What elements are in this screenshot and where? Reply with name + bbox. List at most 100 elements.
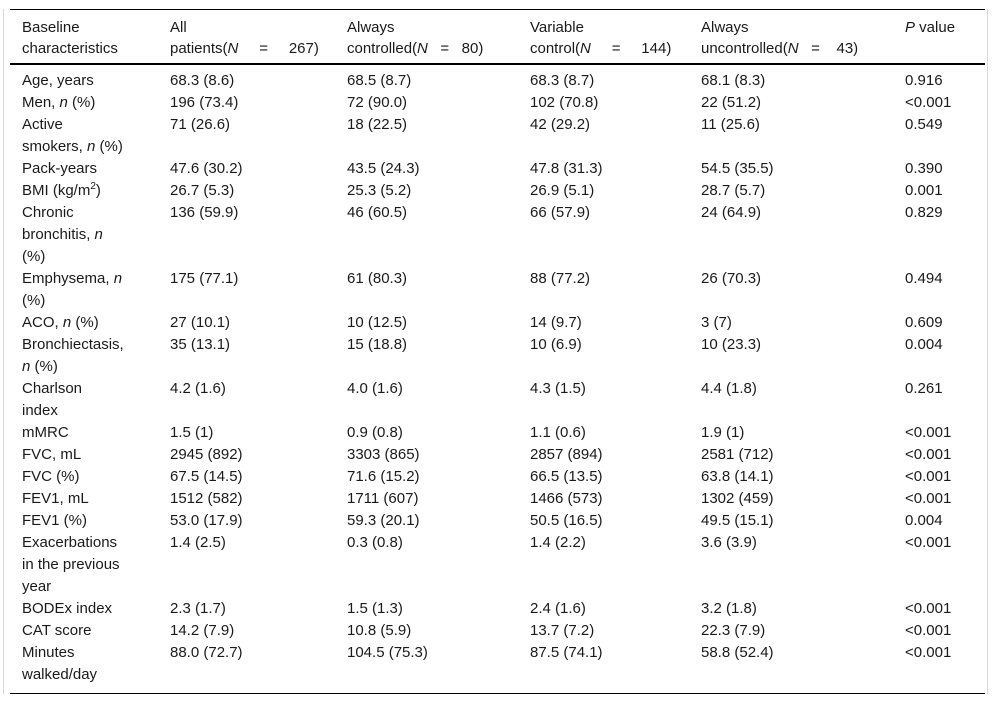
cell-p-value: 0.494: [905, 270, 943, 287]
baseline-characteristics-table: Baseline characteristics All patients(N …: [10, 9, 985, 694]
cell-p-value: <0.001: [905, 622, 952, 639]
row-label: Bronchiectasis, n (%): [22, 336, 124, 375]
cell-always-uncontrolled: 49.5 (15.1): [701, 512, 774, 529]
cell-always-uncontrolled: 3 (7): [701, 314, 732, 331]
row-label: Chronic bronchitis, n (%): [22, 204, 103, 265]
cell-p-value: 0.004: [905, 512, 943, 529]
cell-all-patients: 1512 (582): [170, 490, 243, 507]
column-header-all-patients: All patients(N = 267): [170, 9, 347, 65]
table-row: BODEx index 2.3 (1.7) 1.5 (1.3) 2.4 (1.6) 3.…: [10, 598, 985, 620]
row-label: Men, n (%): [22, 94, 96, 111]
cell-p-value: <0.001: [905, 644, 952, 661]
cell-variable-control: 4.3 (1.5): [530, 380, 586, 397]
cell-always-uncontrolled: 11 (25.6): [701, 116, 760, 133]
cell-always-uncontrolled: 58.8 (52.4): [701, 644, 774, 661]
cell-p-value: 0.916: [905, 72, 943, 89]
cell-p-value: 0.829: [905, 204, 943, 221]
column-header-always-uncontrolled: Always uncontrolled(N = 43): [701, 9, 905, 65]
row-label: Charlson index: [22, 380, 83, 419]
cell-variable-control: 1466 (573): [530, 490, 603, 507]
cell-always-uncontrolled: 28.7 (5.7): [701, 182, 766, 199]
cell-always-controlled: 18 (22.5): [347, 116, 408, 133]
cell-always-uncontrolled: 4.4 (1.8): [701, 380, 757, 397]
cell-all-patients: 68.3 (8.6): [170, 72, 235, 89]
cell-always-controlled: 10.8 (5.9): [347, 622, 412, 639]
column-header-baseline-characteristics: Baseline characteristics: [10, 9, 170, 65]
cell-always-controlled: 15 (18.8): [347, 336, 408, 353]
cell-always-controlled: 3303 (865): [347, 446, 420, 463]
table-row: FVC, mL 2945 (892) 3303 (865) 2857 (894) 258…: [10, 444, 985, 466]
cell-variable-control: 88 (77.2): [530, 270, 591, 287]
cell-p-value: 0.549: [905, 116, 943, 133]
cell-always-uncontrolled: 10 (23.3): [701, 336, 762, 353]
column-header-p-value: P value: [905, 9, 985, 65]
cell-always-uncontrolled: 68.1 (8.3): [701, 72, 766, 89]
table-row: BMI (kg/m2) 26.7 (5.3) 25.3 (5.2) 26.9 (5.1…: [10, 180, 985, 202]
cell-always-controlled: 25.3 (5.2): [347, 182, 412, 199]
cell-p-value: 0.004: [905, 336, 943, 353]
cell-all-patients: 196 (73.4): [170, 94, 239, 111]
table-row: Exacerbations in the previous year 1.4 (2…: [10, 532, 985, 598]
cell-variable-control: 66.5 (13.5): [530, 468, 603, 485]
cell-all-patients: 67.5 (14.5): [170, 468, 243, 485]
cell-variable-control: 1.1 (0.6): [530, 424, 586, 441]
cell-always-controlled: 61 (80.3): [347, 270, 408, 287]
cell-always-controlled: 59.3 (20.1): [347, 512, 420, 529]
cell-p-value: <0.001: [905, 600, 952, 617]
cell-always-uncontrolled: 54.5 (35.5): [701, 160, 774, 177]
cell-always-uncontrolled: 22.3 (7.9): [701, 622, 766, 639]
cell-all-patients: 1.5 (1): [170, 424, 214, 441]
cell-p-value: 0.390: [905, 160, 943, 177]
cell-always-controlled: 43.5 (24.3): [347, 160, 420, 177]
cell-all-patients: 53.0 (17.9): [170, 512, 243, 529]
cell-always-uncontrolled: 24 (64.9): [701, 204, 762, 221]
table-body: Age, years 68.3 (8.6) 68.5 (8.7) 68.3 (8.7)…: [10, 64, 985, 694]
table-row: mMRC 1.5 (1) 0.9 (0.8) 1.1 (0.6) 1.9 (1) <0.0…: [10, 422, 985, 444]
cell-p-value: <0.001: [905, 490, 952, 507]
cell-always-controlled: 0.3 (0.8): [347, 534, 403, 551]
cell-always-uncontrolled: 1302 (459): [701, 490, 774, 507]
table-row: Chronic bronchitis, n (%) 136 (59.9) 46 (6…: [10, 202, 985, 268]
cell-always-uncontrolled: 22 (51.2): [701, 94, 762, 111]
row-label: Exacerbations in the previous year: [22, 534, 120, 595]
cell-always-controlled: 71.6 (15.2): [347, 468, 420, 485]
cell-variable-control: 26.9 (5.1): [530, 182, 595, 199]
table-row: Bronchiectasis, n (%) 35 (13.1) 15 (18.8) 1…: [10, 334, 985, 378]
row-label: BODEx index: [22, 600, 113, 617]
cell-p-value: <0.001: [905, 468, 952, 485]
cell-always-controlled: 72 (90.0): [347, 94, 408, 111]
table-row: Emphysema, n (%) 175 (77.1) 61 (80.3) 88 (7…: [10, 268, 985, 312]
cell-variable-control: 42 (29.2): [530, 116, 591, 133]
cell-all-patients: 71 (26.6): [170, 116, 231, 133]
cell-all-patients: 35 (13.1): [170, 336, 231, 353]
cell-variable-control: 2857 (894): [530, 446, 603, 463]
cell-all-patients: 14.2 (7.9): [170, 622, 235, 639]
cell-variable-control: 10 (6.9): [530, 336, 582, 353]
table-row: Men, n (%) 196 (73.4) 72 (90.0) 102 (70.8) 2…: [10, 92, 985, 114]
cell-variable-control: 14 (9.7): [530, 314, 582, 331]
cell-always-controlled: 4.0 (1.6): [347, 380, 403, 397]
row-label: ACO, n (%): [22, 314, 99, 331]
cell-all-patients: 26.7 (5.3): [170, 182, 235, 199]
table-row: Charlson index 4.2 (1.6) 4.0 (1.6) 4.3 (1.5…: [10, 378, 985, 422]
cell-variable-control: 87.5 (74.1): [530, 644, 603, 661]
cell-p-value: 0.001: [905, 182, 943, 199]
cell-always-uncontrolled: 63.8 (14.1): [701, 468, 774, 485]
cell-all-patients: 1.4 (2.5): [170, 534, 226, 551]
cell-p-value: <0.001: [905, 94, 952, 111]
row-label: mMRC: [22, 424, 69, 441]
table-row: FEV1, mL 1512 (582) 1711 (607) 1466 (573) 13…: [10, 488, 985, 510]
header-row: Baseline characteristics All patients(N …: [10, 9, 985, 65]
cell-always-uncontrolled: 3.6 (3.9): [701, 534, 757, 551]
row-label: Active smokers, n (%): [22, 116, 123, 155]
table-row: Active smokers, n (%) 71 (26.6) 18 (22.5) 4…: [10, 114, 985, 158]
column-header-always-controlled: Always controlled(N = 80): [347, 9, 530, 65]
cell-always-controlled: 104.5 (75.3): [347, 644, 428, 661]
cell-p-value: <0.001: [905, 424, 952, 441]
row-label: CAT score: [22, 622, 92, 639]
row-label: Minutes walked/day: [22, 644, 98, 683]
cell-always-controlled: 0.9 (0.8): [347, 424, 403, 441]
cell-always-controlled: 46 (60.5): [347, 204, 408, 221]
cell-always-uncontrolled: 2581 (712): [701, 446, 774, 463]
